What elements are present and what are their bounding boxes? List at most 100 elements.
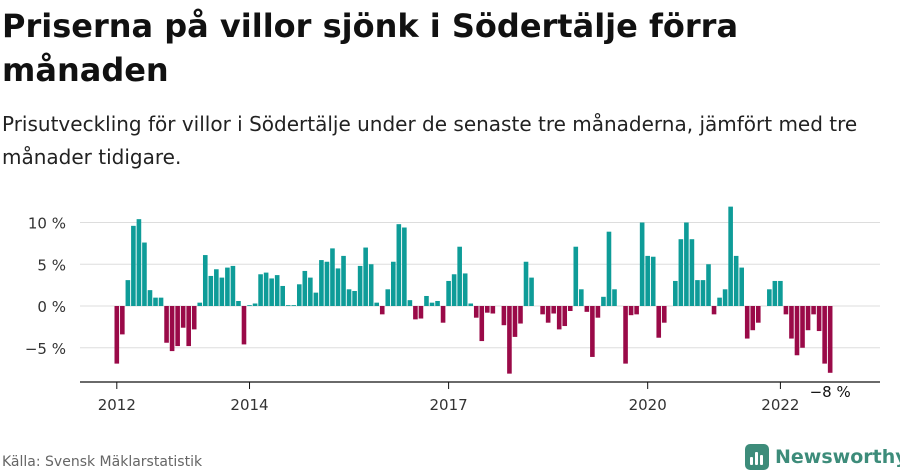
bar [457,246,462,306]
bar [269,278,274,306]
bar [744,306,750,339]
brand-logo: Newsworthy [745,442,900,472]
bar [783,306,789,315]
brand-name: Newsworthy [775,446,900,468]
bar [324,261,330,306]
bar [739,267,744,306]
bar [772,280,778,306]
bar [573,246,579,306]
bar [424,295,429,306]
bar [202,255,208,306]
bar [579,289,584,306]
last-value-label: −8 % [810,383,851,401]
bar [396,224,402,306]
bar [164,306,169,343]
bar [689,239,695,306]
bar [523,261,529,306]
bar [816,306,822,332]
bar [673,280,678,306]
bar [750,306,756,331]
bar [413,306,418,320]
bar [114,306,120,364]
bar [435,300,440,306]
bar [733,255,739,306]
bar [341,255,346,306]
bar [678,239,684,306]
bar [706,264,711,306]
bar [280,285,285,306]
bar [695,280,700,306]
bar [650,256,656,306]
bar [606,231,612,306]
bar [567,306,573,312]
chart-subtitle: Prisutveckling för villor i Södertälje u… [2,112,858,169]
bar [385,289,391,306]
bar [147,290,153,306]
y-tick-label: −5 % [25,340,66,358]
bar [512,306,518,337]
bar [197,302,203,306]
bar [352,290,357,306]
y-tick-label: 10 % [28,215,66,233]
bar [645,255,650,306]
bar [236,300,241,306]
bar [402,227,407,306]
bar [805,306,811,331]
bar [274,275,280,306]
x-tick-label: 2020 [629,396,667,414]
bar [794,306,800,356]
bar [263,272,269,306]
bar [391,261,396,306]
bar [811,306,816,315]
bar [247,305,252,306]
bar [628,306,634,316]
y-tick-label: 0 % [37,298,66,316]
bar [258,274,263,306]
bar [330,248,335,306]
bar [302,270,308,306]
bar [418,306,424,319]
bar [180,306,186,328]
bar [296,284,302,306]
bar [800,306,805,348]
bar [789,306,794,339]
x-axis: 2012 2014 2017 2020 2022 [80,381,880,414]
bar [241,306,247,345]
annotations: −8 % [810,383,851,401]
bar [540,306,545,315]
bar [158,297,164,306]
bar [507,306,512,374]
bar [219,277,225,306]
y-tick-label: 5 % [37,256,66,274]
bar [722,289,728,306]
bar [700,280,706,306]
bar [440,306,446,323]
bar [451,274,457,306]
bar [479,306,485,342]
bar [136,219,142,306]
newsworthy-logo-icon [745,444,769,470]
bar [639,222,645,306]
bar [169,306,175,352]
bar [717,297,722,306]
bar [684,222,689,306]
bar [429,302,435,306]
bar [755,306,761,323]
bar [551,306,556,314]
bar [562,306,568,327]
bar [473,306,479,318]
bar [368,264,374,306]
x-tick-label: 2017 [430,396,468,414]
bar [346,289,352,306]
bar [468,303,474,306]
bar [462,273,468,306]
bar [501,306,507,326]
bar [822,306,827,364]
bar [490,306,496,314]
bar [656,306,662,338]
x-tick-label: 2012 [98,396,136,414]
x-tick-label: 2014 [230,396,268,414]
bar [590,306,595,357]
bar [153,297,158,306]
